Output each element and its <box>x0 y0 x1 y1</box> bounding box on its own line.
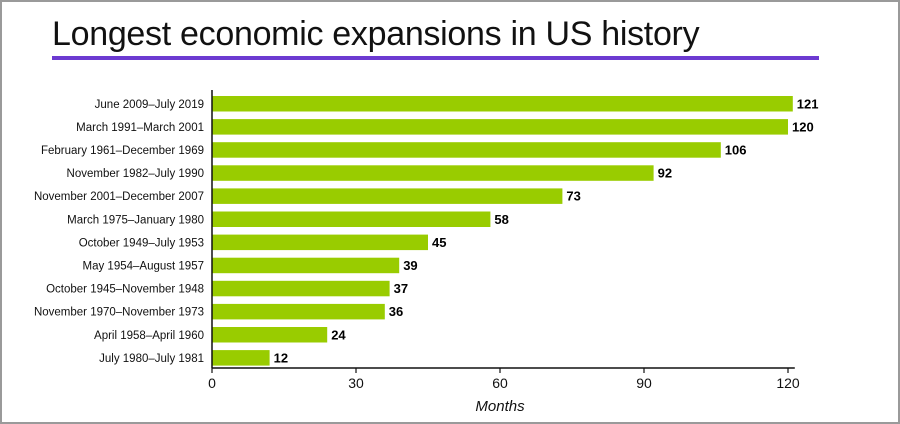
value-label-7: 45 <box>432 235 446 250</box>
value-label-5: 73 <box>566 189 580 204</box>
x-tick-label-60: 60 <box>492 375 508 391</box>
bar-11 <box>212 327 328 343</box>
value-label-4: 92 <box>658 166 672 181</box>
x-tick-label-0: 0 <box>208 375 216 391</box>
chart-title: Longest economic expansions in US histor… <box>52 15 700 53</box>
title-underline <box>52 56 819 60</box>
x-axis-ticks: 0 30 60 90 120 <box>208 368 800 391</box>
category-label-5: November 2001–December 2007 <box>34 191 204 203</box>
bar-8 <box>212 257 400 274</box>
category-label-9: October 1945–November 1948 <box>46 284 204 296</box>
x-axis-label: Months <box>475 398 525 415</box>
value-label-6: 58 <box>494 212 508 227</box>
bars-group <box>212 96 793 366</box>
category-label-8: May 1954–August 1957 <box>83 260 204 272</box>
value-labels: 121 120 106 92 73 58 45 39 37 36 24 12 <box>274 96 819 365</box>
value-label-12: 12 <box>274 350 288 365</box>
bar-6 <box>212 211 491 227</box>
bar-9 <box>212 280 390 297</box>
x-tick-label-120: 120 <box>776 375 800 391</box>
category-labels: June 2009–July 2019 March 1991–March 2001… <box>34 99 204 365</box>
value-label-2: 120 <box>792 119 814 134</box>
value-label-9: 37 <box>394 281 408 296</box>
x-tick-label-90: 90 <box>636 375 652 391</box>
value-label-8: 39 <box>403 258 417 273</box>
category-label-12: July 1980–July 1981 <box>99 353 204 365</box>
bar-10 <box>212 303 385 320</box>
x-tick-label-30: 30 <box>348 375 364 391</box>
bar-2 <box>212 119 788 135</box>
category-label-10: November 1970–November 1973 <box>34 307 204 319</box>
bar-3 <box>212 142 721 158</box>
category-label-2: March 1991–March 2001 <box>76 122 204 134</box>
value-label-1: 121 <box>797 96 819 111</box>
bar-5 <box>212 188 563 204</box>
category-label-4: November 1982–July 1990 <box>67 168 204 180</box>
category-label-1: June 2009–July 2019 <box>95 99 204 111</box>
category-label-7: October 1949–July 1953 <box>79 237 204 249</box>
bar-7 <box>212 234 428 251</box>
value-label-10: 36 <box>389 304 403 319</box>
category-label-6: March 1975–January 1980 <box>67 214 204 226</box>
bar-1 <box>212 96 793 112</box>
category-label-11: April 1958–April 1960 <box>94 330 204 342</box>
value-label-11: 24 <box>331 327 346 342</box>
value-label-3: 106 <box>725 142 747 157</box>
bar-4 <box>212 165 654 181</box>
bar-12 <box>212 350 270 366</box>
category-label-3: February 1961–December 1969 <box>41 145 204 157</box>
